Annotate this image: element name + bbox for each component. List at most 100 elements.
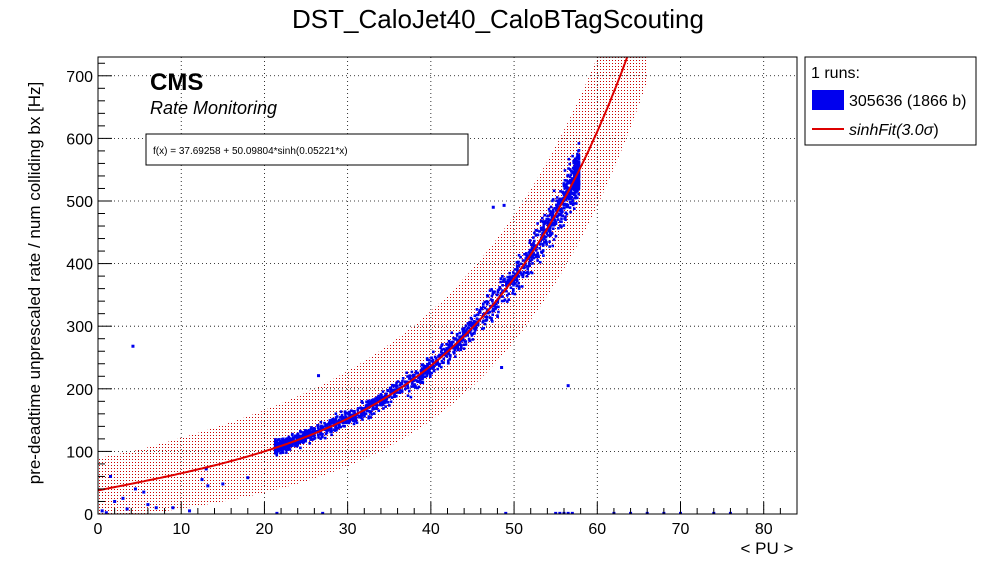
data-point (475, 308, 479, 311)
data-point (423, 372, 427, 375)
data-point (493, 290, 496, 293)
data-point (460, 343, 463, 347)
data-point (293, 435, 297, 439)
data-point (499, 280, 502, 284)
data-point (562, 206, 565, 210)
data-point (425, 358, 429, 362)
data-point (462, 331, 465, 334)
outlier-point (554, 511, 558, 514)
data-point (302, 431, 306, 434)
data-point (401, 377, 405, 380)
outlier-point (206, 484, 210, 488)
data-point (309, 436, 313, 440)
data-point (497, 288, 501, 292)
outlier-point (504, 511, 508, 514)
data-point (466, 326, 470, 330)
data-point (552, 223, 555, 227)
fit-formula-box (145, 133, 469, 166)
data-point (575, 170, 578, 174)
data-point (347, 412, 350, 416)
data-point (546, 214, 549, 218)
data-point (573, 190, 577, 194)
fit-uncertainty-band (98, 57, 648, 514)
data-point (284, 439, 287, 442)
data-point (547, 207, 551, 211)
data-point (273, 441, 277, 444)
data-point (501, 289, 504, 292)
data-point (489, 304, 492, 308)
data-point (569, 181, 573, 185)
data-point (360, 400, 364, 403)
data-point (295, 436, 298, 439)
data-point (533, 244, 537, 247)
data-point (443, 350, 447, 353)
data-point (421, 373, 425, 376)
data-point (429, 375, 432, 379)
data-point (366, 404, 369, 407)
data-point (380, 393, 383, 397)
data-point (459, 346, 463, 349)
data-point (419, 369, 423, 373)
data-point (442, 357, 446, 361)
data-point (377, 409, 381, 413)
data-point (392, 384, 395, 388)
data-point (310, 426, 313, 429)
data-point (484, 315, 487, 319)
data-point (455, 332, 459, 336)
data-point (479, 306, 483, 310)
data-point (278, 449, 282, 452)
data-point (436, 367, 439, 371)
data-point (396, 391, 400, 394)
data-point (573, 207, 576, 210)
outlier-point (566, 511, 570, 514)
data-point (476, 323, 480, 327)
data-point (530, 247, 534, 250)
data-point (525, 252, 528, 255)
data-point (327, 421, 331, 424)
data-point (555, 196, 559, 199)
data-point (403, 380, 407, 383)
data-point (378, 398, 382, 401)
data-point (546, 234, 550, 237)
data-point (400, 390, 404, 393)
data-point (295, 443, 299, 446)
data-point (440, 348, 444, 352)
data-point (516, 269, 519, 273)
data-point (491, 292, 495, 296)
data-point (382, 407, 385, 410)
data-point (564, 198, 568, 201)
data-point (413, 373, 416, 377)
data-point (571, 187, 575, 190)
data-point (521, 259, 525, 262)
data-point (386, 389, 390, 393)
data-point (572, 171, 576, 175)
data-point (522, 266, 526, 270)
data-point (499, 292, 503, 295)
fit-formula-text: f(x) = 37.69258 + 50.09804*sinh(0.05221*… (153, 146, 348, 157)
data-point (279, 446, 283, 450)
data-point (577, 142, 581, 145)
data-point (390, 388, 393, 392)
data-point (361, 401, 364, 405)
data-point (375, 403, 379, 407)
data-point (440, 365, 443, 369)
data-point (334, 418, 338, 421)
data-point (363, 414, 366, 418)
data-point (539, 226, 543, 230)
data-point (495, 299, 499, 303)
data-point (555, 209, 558, 212)
data-point (567, 192, 571, 196)
data-point (561, 202, 564, 206)
data-point (273, 451, 277, 455)
data-point (409, 375, 412, 379)
data-point (442, 347, 445, 351)
data-point (446, 361, 450, 365)
data-point (560, 220, 563, 224)
data-point (440, 359, 444, 363)
data-point (546, 222, 549, 226)
data-point (470, 318, 474, 321)
data-point (576, 168, 579, 172)
data-point (512, 283, 515, 287)
data-point (433, 355, 437, 359)
data-point (568, 197, 572, 200)
